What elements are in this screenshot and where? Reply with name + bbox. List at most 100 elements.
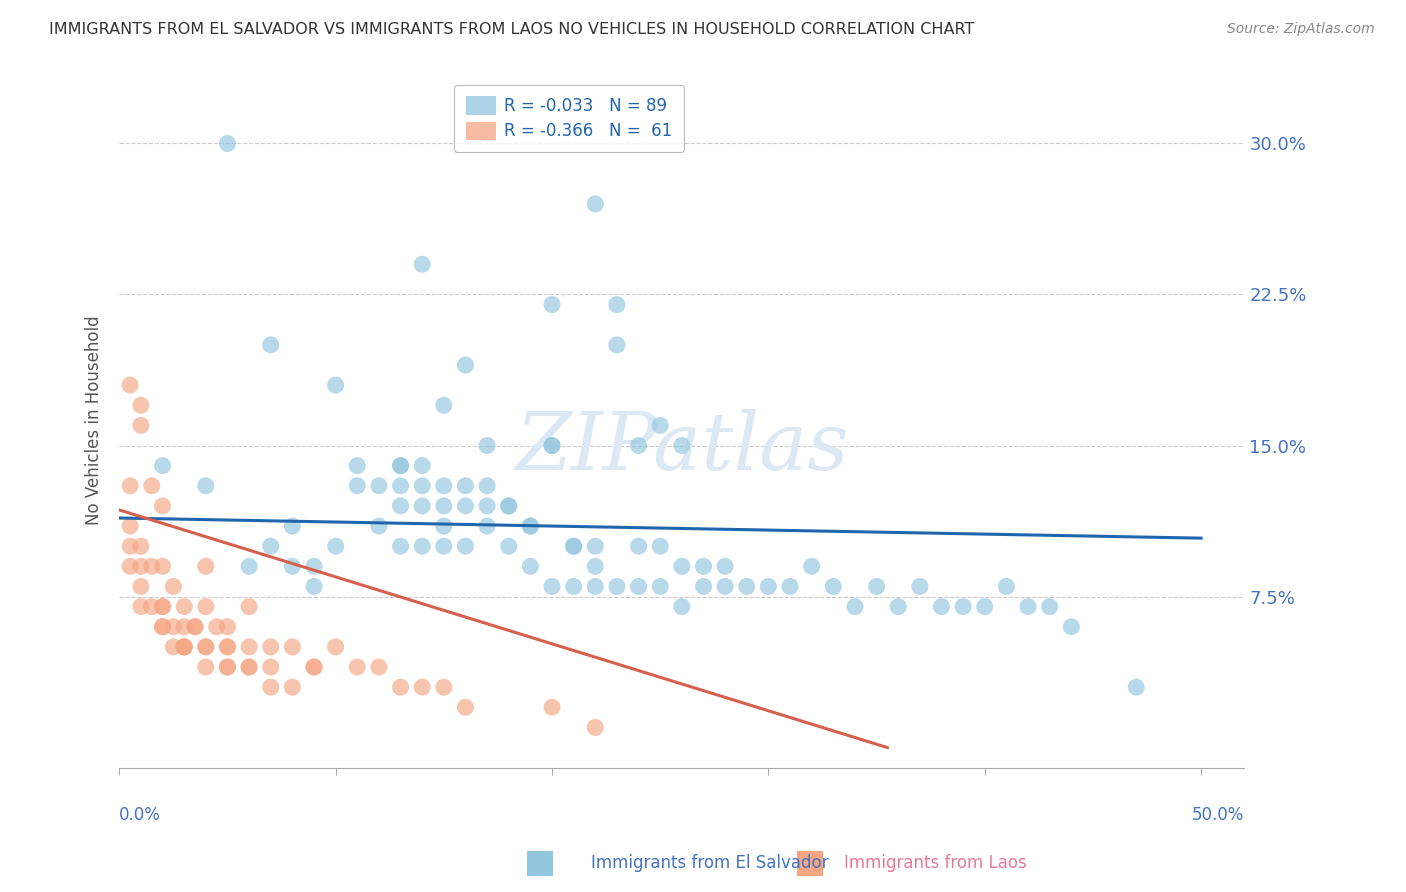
Point <box>152 458 174 473</box>
Point <box>583 197 606 211</box>
Point <box>260 338 283 352</box>
Point <box>541 438 564 452</box>
Point <box>205 620 228 634</box>
Point <box>952 599 974 614</box>
Point <box>650 579 672 593</box>
Point <box>260 660 283 674</box>
Point <box>541 579 564 593</box>
Point <box>627 579 650 593</box>
Point <box>302 660 325 674</box>
Point <box>162 620 184 634</box>
Point <box>217 660 239 674</box>
Text: 0.0%: 0.0% <box>120 805 162 824</box>
Point <box>519 519 541 533</box>
Text: Immigrants from Laos: Immigrants from Laos <box>844 855 1026 872</box>
Legend: R = -0.033   N = 89, R = -0.366   N =  61: R = -0.033 N = 89, R = -0.366 N = 61 <box>454 85 683 153</box>
Point <box>281 640 304 654</box>
Point <box>583 721 606 735</box>
Point <box>650 539 672 553</box>
Point <box>454 479 477 493</box>
Point <box>389 539 412 553</box>
Point <box>217 640 239 654</box>
Point <box>281 519 304 533</box>
Point <box>173 599 195 614</box>
Point <box>498 499 520 513</box>
Point <box>217 660 239 674</box>
Point <box>281 680 304 694</box>
Point <box>368 660 391 674</box>
Point <box>368 519 391 533</box>
Point <box>162 640 184 654</box>
Point <box>433 499 456 513</box>
Point <box>173 640 195 654</box>
Text: Source: ZipAtlas.com: Source: ZipAtlas.com <box>1227 22 1375 37</box>
Point <box>325 640 347 654</box>
Point <box>692 559 714 574</box>
Point <box>302 579 325 593</box>
Point <box>129 539 152 553</box>
Point <box>454 499 477 513</box>
Point <box>411 680 433 694</box>
Point <box>194 640 217 654</box>
Point <box>433 519 456 533</box>
Point <box>433 479 456 493</box>
Point <box>454 539 477 553</box>
Point <box>627 539 650 553</box>
Point <box>194 599 217 614</box>
Point <box>541 700 564 714</box>
Point <box>583 539 606 553</box>
Point <box>973 599 995 614</box>
Point <box>627 438 650 452</box>
Point <box>475 519 498 533</box>
Point <box>120 539 142 553</box>
Point <box>411 499 433 513</box>
Point <box>120 559 142 574</box>
Point <box>217 640 239 654</box>
Point <box>411 539 433 553</box>
Point <box>129 599 152 614</box>
Y-axis label: No Vehicles in Household: No Vehicles in Household <box>86 316 103 525</box>
Point <box>194 479 217 493</box>
Point <box>562 539 585 553</box>
Point <box>184 620 207 634</box>
Text: ZIPatlas: ZIPatlas <box>515 409 849 487</box>
Point <box>583 559 606 574</box>
Point <box>411 479 433 493</box>
Point <box>389 458 412 473</box>
Point <box>217 620 239 634</box>
Point <box>454 358 477 372</box>
Point <box>141 559 163 574</box>
Point <box>931 599 953 614</box>
Point <box>541 438 564 452</box>
Point <box>194 660 217 674</box>
Point <box>714 579 737 593</box>
Point <box>260 680 283 694</box>
Point <box>650 418 672 433</box>
Point <box>844 599 866 614</box>
Point <box>162 579 184 593</box>
Point <box>346 458 368 473</box>
Point <box>1017 599 1039 614</box>
Point <box>152 559 174 574</box>
Point <box>475 479 498 493</box>
Point <box>346 660 368 674</box>
Point <box>995 579 1018 593</box>
Point <box>184 620 207 634</box>
Point <box>779 579 801 593</box>
Point <box>389 479 412 493</box>
Point <box>583 579 606 593</box>
Point <box>141 599 163 614</box>
Point <box>141 479 163 493</box>
Point <box>238 640 260 654</box>
Point <box>129 398 152 412</box>
Point <box>173 620 195 634</box>
Point <box>735 579 758 593</box>
Point <box>325 378 347 392</box>
Point <box>194 559 217 574</box>
Point <box>433 680 456 694</box>
Point <box>433 398 456 412</box>
Point <box>1060 620 1083 634</box>
Point <box>671 599 693 614</box>
Point <box>714 559 737 574</box>
Point <box>238 599 260 614</box>
